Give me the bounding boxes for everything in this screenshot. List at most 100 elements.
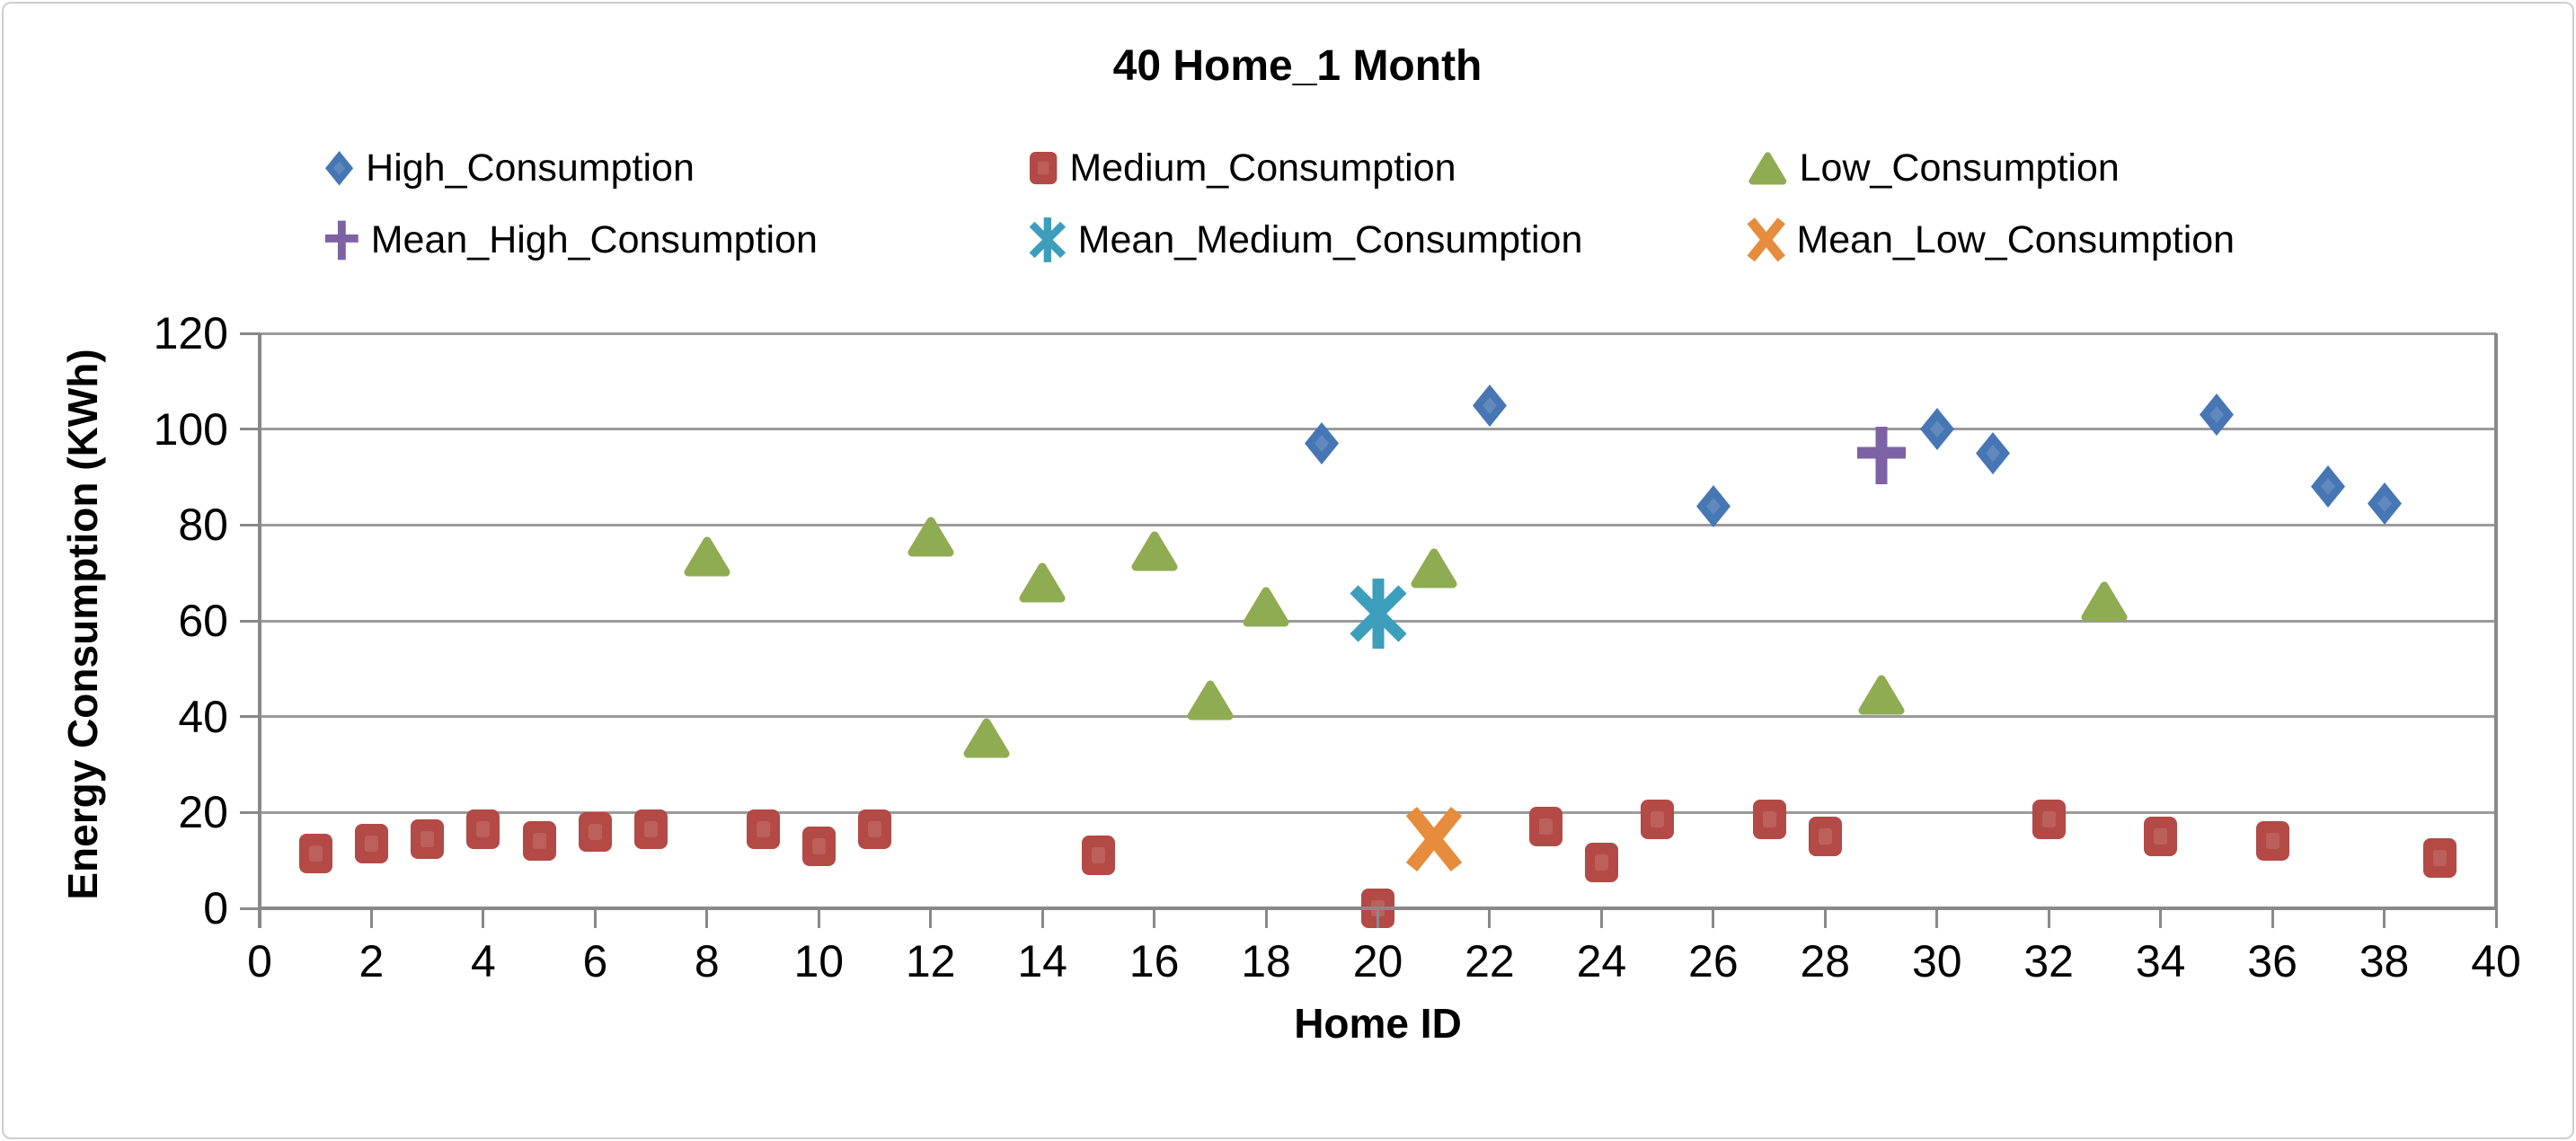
diamond-marker-high_consumption	[2311, 465, 2346, 509]
square-marker-medium_consumption	[634, 809, 668, 849]
x-tick-mark	[1712, 908, 1715, 928]
triangle-marker-low_consumption	[1187, 680, 1234, 721]
x-tick-mark	[2159, 908, 2163, 928]
triangle-marker-icon	[1748, 151, 1787, 185]
triangle-marker-low_consumption	[1243, 587, 1289, 627]
plot-area	[260, 332, 2496, 928]
gridline-y-100	[260, 428, 2496, 431]
y-tick-mark	[240, 523, 260, 526]
square-marker-medium_consumption	[2423, 838, 2457, 878]
x-tick-mark	[593, 908, 597, 928]
square-marker-medium_consumption	[746, 809, 780, 849]
gridline-y-40	[260, 715, 2496, 719]
x-tick-label: 10	[793, 936, 845, 986]
gridline-y-120	[260, 332, 2496, 335]
triangle-marker-low_consumption	[1858, 675, 1905, 715]
legend-label: Medium_Consumption	[1069, 146, 1456, 190]
x-tick-mark	[2383, 908, 2386, 928]
x-tick-label: 22	[1465, 936, 1515, 986]
square-marker-medium_consumption	[578, 811, 612, 852]
y-tick-mark	[240, 428, 260, 431]
triangle-marker-low_consumption	[907, 517, 954, 557]
x-tick-mark	[1823, 908, 1827, 928]
square-marker-medium_consumption	[1528, 807, 1562, 847]
x-tick-label: 12	[905, 936, 956, 986]
square-marker-medium_consumption	[1081, 836, 1115, 876]
square-marker-medium_consumption	[522, 821, 556, 862]
diamond-marker-icon	[325, 150, 354, 186]
x-tick-mark	[1377, 908, 1379, 928]
x-tick-label: 16	[1129, 936, 1180, 986]
x-tick-mark	[1264, 908, 1268, 928]
plus-marker-mean_high_consumption	[1856, 426, 1906, 485]
x-tick-mark	[482, 908, 485, 928]
asterisk-marker-mean_medium_consumption	[1349, 579, 1407, 649]
x-tick-label: 34	[2135, 936, 2186, 986]
triangle-marker-low_consumption	[1411, 548, 1457, 588]
triangle-marker-low_consumption	[963, 718, 1010, 758]
square-marker-medium_consumption	[411, 818, 445, 859]
square-marker-medium_consumption	[2255, 821, 2289, 862]
x-tick-mark	[1599, 908, 1603, 928]
triangle-marker-low_consumption	[1131, 531, 1178, 571]
x-tick-label: 6	[582, 936, 608, 986]
x-axis-title: Home ID	[1294, 1000, 1462, 1047]
triangle-marker-low_consumption	[684, 536, 730, 577]
y-tick-mark	[240, 810, 260, 814]
x-tick-label: 38	[2359, 936, 2410, 986]
y-tick-mark	[240, 715, 260, 719]
x-tick-mark	[1040, 908, 1044, 928]
x-tick-label: 40	[2471, 936, 2521, 986]
y-tick-mark	[240, 332, 260, 335]
plus-marker-icon	[325, 220, 359, 261]
diamond-marker-high_consumption	[1472, 384, 1507, 427]
x-tick-mark	[369, 908, 373, 928]
x-tick-label: 24	[1576, 936, 1627, 986]
diamond-marker-high_consumption	[1305, 422, 1340, 465]
triangle-marker-low_consumption	[1019, 562, 1066, 603]
x-tick-label: 20	[1352, 936, 1403, 986]
square-marker-medium_consumption	[1584, 843, 1618, 883]
x-marker-icon	[1747, 217, 1785, 262]
x-tick-mark	[817, 908, 820, 928]
legend-label: Mean_Medium_Consumption	[1077, 217, 1583, 261]
square-marker-medium_consumption	[857, 809, 891, 849]
x-axis-line	[258, 907, 2498, 910]
square-marker-medium_consumption	[2144, 817, 2178, 856]
x-tick-mark	[2494, 908, 2498, 928]
square-marker-medium_consumption	[1808, 817, 1842, 856]
x-tick-mark	[929, 908, 933, 928]
x-tick-mark	[1488, 908, 1492, 928]
y-tick-label: 60	[178, 596, 228, 646]
x-tick-label: 36	[2247, 936, 2297, 986]
asterisk-marker-icon	[1029, 217, 1067, 262]
legend-item-mean-low-consumption: Mean_Low_Consumption	[1747, 208, 2235, 271]
x-tick-label: 18	[1241, 936, 1291, 986]
chart-title: 40 Home_1 Month	[1112, 42, 1483, 90]
square-marker-medium_consumption	[801, 826, 836, 866]
legend-item-low-consumption: Low_Consumption	[1748, 137, 2120, 199]
y-tick-label: 80	[178, 500, 228, 551]
gridline-y-80	[260, 523, 2496, 526]
legend-label: Low_Consumption	[1799, 146, 2120, 190]
gridline-y-20	[260, 810, 2496, 814]
square-marker-medium_consumption	[1752, 800, 1786, 840]
x-tick-mark	[705, 908, 709, 928]
plot-right-border	[2494, 333, 2498, 908]
legend-item-mean-high-consumption: Mean_High_Consumption	[325, 208, 818, 271]
triangle-marker-low_consumption	[2081, 581, 2128, 622]
x-tick-label: 30	[1911, 936, 1962, 986]
diamond-marker-high_consumption	[1975, 431, 2010, 474]
square-marker-medium_consumption	[1641, 800, 1675, 840]
y-axis-line	[258, 333, 261, 928]
y-tick-label: 100	[153, 403, 228, 455]
square-marker-medium_consumption	[354, 824, 388, 863]
legend-label: Mean_High_Consumption	[370, 217, 818, 261]
y-tick-mark	[240, 907, 260, 910]
x-marker-mean_low_consumption	[1405, 806, 1462, 871]
x-tick-label: 0	[247, 936, 272, 986]
y-tick-label: 40	[178, 691, 228, 742]
legend-item-mean-medium-consumption: Mean_Medium_Consumption	[1029, 208, 1583, 271]
legend-item-high-consumption: High_Consumption	[325, 137, 695, 199]
